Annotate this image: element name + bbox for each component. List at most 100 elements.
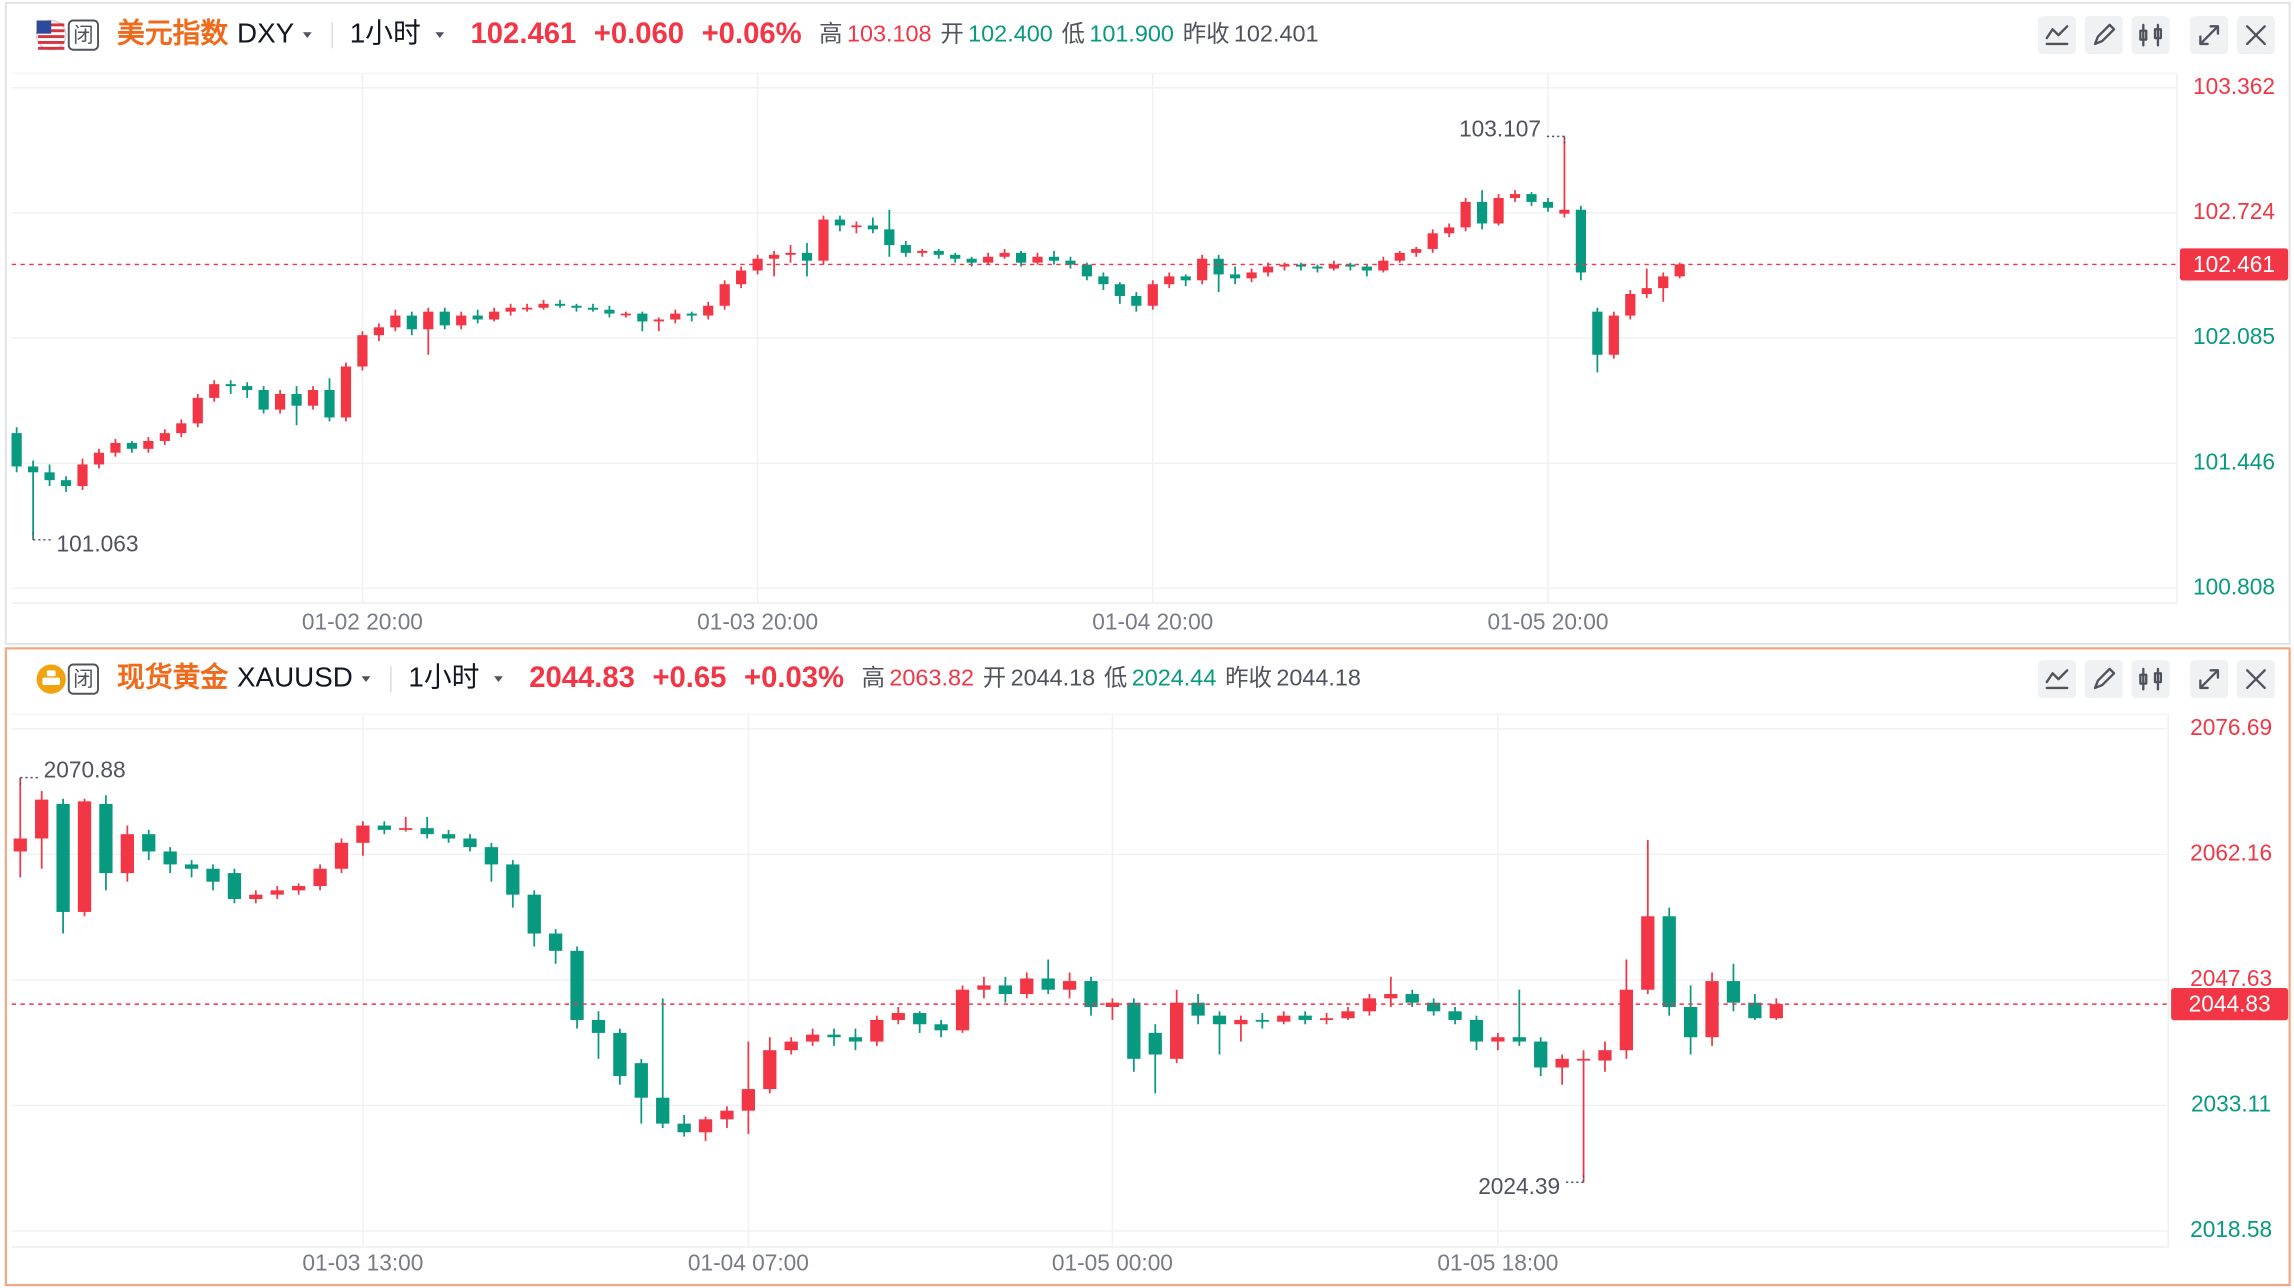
candle-body <box>99 803 113 874</box>
us-flag-canton <box>36 20 52 34</box>
candle-body <box>1230 274 1241 279</box>
candle-body <box>1362 998 1377 1012</box>
candle-body <box>291 393 302 406</box>
candle-body <box>1015 252 1027 263</box>
candle-body <box>999 252 1010 257</box>
candle-body <box>884 229 895 246</box>
candle-body <box>1295 264 1307 267</box>
interval: 1小时 <box>350 17 421 48</box>
stat-value: 102.401 <box>1234 20 1319 46</box>
dropdown-caret[interactable] <box>494 676 503 683</box>
price: 2044.83 <box>529 662 635 694</box>
toolbar-icon <box>2199 669 2220 690</box>
stat-label: 昨收 <box>1225 664 1272 690</box>
candle-body <box>1427 233 1438 249</box>
candle-body <box>439 311 450 326</box>
candle-body <box>377 825 391 830</box>
candle-body <box>1641 288 1652 295</box>
candle-body <box>950 254 961 259</box>
candle-body <box>1683 1006 1698 1038</box>
candle-body <box>334 842 349 869</box>
candle-body <box>506 864 520 895</box>
candle-body <box>159 433 170 441</box>
last-price-tag <box>2179 248 2289 281</box>
candle-body <box>1127 1002 1141 1059</box>
price: 102.461 <box>471 18 577 50</box>
gold-bar <box>46 670 56 677</box>
candle-body <box>1147 284 1158 306</box>
panel <box>4 647 2291 1287</box>
toolbar-icon <box>2246 669 2266 690</box>
toolbar-button[interactable] <box>2084 660 2123 699</box>
candle-body <box>1619 989 1634 1051</box>
toolbar-button[interactable] <box>2084 16 2123 55</box>
stat-value: 103.108 <box>847 20 932 46</box>
candle-body <box>634 1063 648 1098</box>
candle-body <box>1662 916 1676 1007</box>
candle-body <box>653 319 664 322</box>
candle-body <box>206 868 220 882</box>
candle-body <box>1444 227 1455 234</box>
candle-body <box>1328 264 1340 269</box>
stat-value: 2063.82 <box>889 664 974 690</box>
market-status: 闭 <box>73 24 93 47</box>
candle-body <box>521 307 533 310</box>
candle-body <box>142 834 156 852</box>
candle-body <box>1411 248 1422 253</box>
candle-body <box>656 1097 670 1124</box>
market-status: 闭 <box>73 668 93 691</box>
candle-body <box>998 985 1012 995</box>
extreme-label: 2070.88 <box>44 757 126 783</box>
candle-body <box>1476 201 1488 224</box>
candle-body <box>1361 266 1372 271</box>
candle-body <box>1319 1018 1334 1020</box>
market-status-box <box>67 663 99 695</box>
candle-body <box>955 989 970 1031</box>
candle-body <box>1170 1002 1184 1059</box>
y-tick-label: 100.808 <box>2193 573 2275 599</box>
candle-body <box>1592 311 1603 355</box>
dropdown-caret[interactable] <box>302 32 312 39</box>
dropdown-caret[interactable] <box>435 32 445 39</box>
stat-value: 2024.44 <box>1132 664 1217 690</box>
candle-body <box>805 1034 820 1042</box>
candle-body <box>13 838 27 852</box>
candle-body <box>1262 266 1274 273</box>
candle-body <box>1378 260 1389 271</box>
panel <box>4 1 2291 646</box>
candle-body <box>60 480 72 487</box>
stat-value: 101.900 <box>1089 20 1174 46</box>
toolbar-button[interactable] <box>2131 16 2170 55</box>
candle-body <box>620 313 631 316</box>
toolbar-button[interactable] <box>2131 660 2170 699</box>
candle-body <box>1608 315 1619 355</box>
candle-body <box>867 225 878 230</box>
candle-body <box>934 1024 948 1031</box>
dropdown-caret[interactable] <box>361 676 371 683</box>
candle-body <box>827 1034 841 1038</box>
candle-body <box>406 315 417 330</box>
candle-body <box>870 1019 884 1042</box>
toolbar-icon <box>2246 25 2266 46</box>
candle-body <box>1020 978 1034 995</box>
candle-body <box>741 1089 756 1111</box>
candle-body <box>1748 1002 1762 1019</box>
candle-body <box>227 873 242 899</box>
stat-label: 昨收 <box>1183 20 1230 46</box>
stat-label: 高 <box>862 664 885 690</box>
interval: 1小时 <box>408 661 479 692</box>
candle-body <box>851 225 862 228</box>
candle-body <box>209 384 220 398</box>
candle-body <box>441 834 456 839</box>
candle-body <box>637 313 648 322</box>
candle-body <box>752 258 763 271</box>
candle-body <box>1298 1015 1312 1020</box>
candle-body <box>966 258 977 263</box>
candle-body <box>225 384 236 387</box>
candle-body <box>163 851 177 865</box>
candle-body <box>1641 916 1655 990</box>
candle-body <box>423 311 434 330</box>
y-tick-label: 2018.58 <box>2190 1216 2272 1242</box>
symbol: XAUUSD <box>237 661 353 692</box>
